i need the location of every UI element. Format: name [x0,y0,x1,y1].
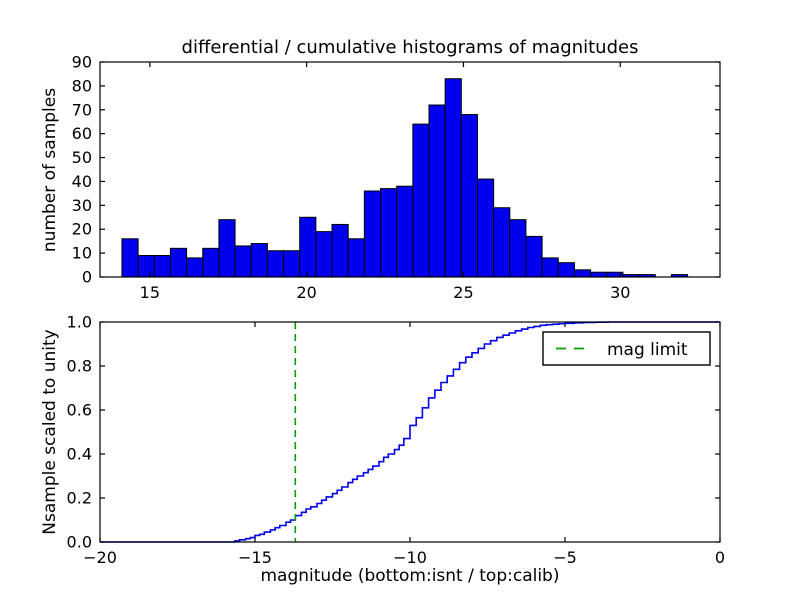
y-tick-label: 50 [72,148,92,167]
axis-tick-labels: 15 20 25 30 0 10 20 30 40 50 60 70 80 90 −20 −15 −10 −5 0 0… [67,53,726,568]
y-tick-label: 90 [72,53,92,72]
x-tick-label: 0 [715,548,725,567]
x-tick-label: −10 [393,548,427,567]
y-tick-label: 0.4 [67,445,92,464]
histogram-bar [299,216,317,278]
histogram-bar [266,250,285,278]
histogram-bar [315,231,333,278]
x-tick-label: 15 [140,283,160,302]
histogram-bar [331,223,349,278]
y-tick-label: 10 [72,244,92,263]
x-tick-label: −20 [83,548,117,567]
top-plot-area [99,61,721,278]
histogram-bar [137,255,155,278]
histogram-bar [460,114,478,278]
histogram-bar [153,255,171,278]
y-tick-label: 0.2 [67,489,92,508]
x-axis-label: magnitude (bottom:isnt / top:calib) [261,566,560,586]
histogram-bar [347,238,365,278]
histogram-bar [169,247,188,278]
y-tick-label: 0.8 [67,357,92,376]
histogram-bar [509,219,527,278]
histogram-bar [525,235,543,278]
histogram-bar [218,219,236,278]
histogram-bar [363,190,382,278]
histogram-bar [541,257,559,278]
top-y-axis-label: number of samples [40,88,60,252]
y-tick-label: 0.0 [67,533,92,552]
y-tick-label: 40 [72,172,92,191]
legend-box: mag limit [542,331,711,366]
bottom-y-axis-label: Nsample scaled to unity [40,329,60,534]
histogram-bar [573,269,592,278]
histogram-bar [557,262,575,278]
legend-label: mag limit [607,340,688,360]
histogram-bar [380,188,398,278]
top-histogram-bars [121,78,689,278]
histogram-bar [234,245,252,278]
x-tick-label: −15 [238,548,272,567]
y-tick-label: 30 [72,196,92,215]
histogram-bar [412,123,430,278]
histogram-bar [396,185,414,278]
x-tick-label: 20 [296,283,316,302]
x-tick-label: −5 [553,548,577,567]
axis-ticks [99,61,721,543]
x-tick-label: 25 [453,283,473,302]
histogram-bar [444,78,462,278]
figure-title: differential / cumulative histograms of … [182,37,639,58]
histogram-bar [250,243,268,278]
y-tick-label: 60 [72,124,92,143]
y-tick-label: 80 [72,76,92,95]
y-tick-label: 20 [72,220,92,239]
bottom-plot-area [99,321,721,543]
y-tick-label: 0 [82,268,92,287]
histogram-bar [428,104,446,278]
histogram-bar [121,238,139,278]
histogram-bar [186,257,204,278]
x-tick-label: 30 [610,283,630,302]
histogram-bar [493,207,511,278]
histogram-bar [476,178,495,278]
cumulative-curve [100,321,720,543]
histogram-bar [202,247,220,278]
histogram-bar [590,271,608,278]
y-tick-label: 0.6 [67,401,92,420]
y-tick-label: 1.0 [67,313,92,332]
y-tick-label: 70 [72,100,92,119]
histogram-bar [283,250,301,278]
